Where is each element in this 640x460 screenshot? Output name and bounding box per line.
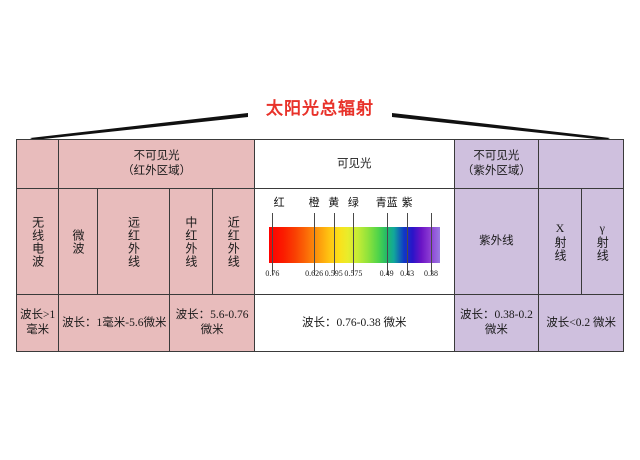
axis-tick-label-1: 0.626 <box>305 269 324 278</box>
color-label-2: 黄 <box>328 197 340 209</box>
spectrum-tick-4 <box>386 213 388 275</box>
band-label-ultraviolet: 紫外线 <box>479 235 514 247</box>
spectrum-tick-0 <box>272 213 274 275</box>
header-cell-infrared-group: 不可见光 （红外区域） <box>58 139 255 189</box>
table-row-group-header: 不可见光 （红外区域） 可见光 不可见光 （紫外区域） <box>15 139 624 189</box>
wavelength-ultraviolet: 波长：0.38-0.2 微米 <box>460 309 533 336</box>
band-label-far-infrared: 远红外线 <box>126 215 141 268</box>
wavelength-cell-visible: 波长：0.76-0.38 微米 <box>253 294 455 352</box>
visible-spectrum-panel: 红 橙黄绿 青蓝紫 0.76 0.626 0.595 0.575 0.49 0.43 0.38 <box>255 189 454 294</box>
color-label-4: 青蓝 <box>375 197 398 209</box>
axis-tick-label-6: 0.38 <box>424 269 439 278</box>
band-cell-radio: 无线电波 <box>15 188 60 295</box>
color-label-3: 绿 <box>347 197 359 209</box>
bracket-pointer-icon <box>30 113 610 140</box>
spectrum-tick-2 <box>333 213 335 275</box>
axis-tick-label-5: 0.43 <box>400 269 415 278</box>
ultraviolet-group-line2: （紫外区域） <box>461 165 531 177</box>
header-cell-ultraviolet-group: 不可见光 （紫外区域） <box>453 139 540 189</box>
spectrum-tick-6 <box>431 213 433 275</box>
infrared-group-line2: （红外区域） <box>122 165 192 177</box>
table-row-band-names: 无线电波 微波 远红外线 中红外线 近红外线 红橙黄绿青蓝紫 0.76 0.626 0… <box>15 188 625 295</box>
band-cell-x-ray: X射线 <box>538 188 582 295</box>
wavelength-radio: 波长>1毫米 <box>20 309 56 336</box>
color-label-0: 红 <box>273 197 285 209</box>
wavelength-microwave: 波长：1毫米-5.6微米 <box>62 316 167 329</box>
spectrum-table: 不可见光 （红外区域） 可见光 不可见光 （紫外区域） 无线电波 微波 远红外线 <box>15 139 625 352</box>
spectrum-tick-3 <box>353 213 355 275</box>
band-cell-mid-infrared: 中红外线 <box>169 188 213 295</box>
band-label-near-infrared: 近红外线 <box>226 215 241 268</box>
color-label-1: 橙 <box>308 197 320 209</box>
wavelength-cell-ultraviolet: 波长：0.38-0.2 微米 <box>453 294 540 352</box>
band-cell-far-infrared: 远红外线 <box>96 188 171 295</box>
band-cell-near-infrared: 近红外线 <box>211 188 255 295</box>
band-label-radio: 无线电波 <box>30 215 45 268</box>
title-area: 太阳光总辐射 <box>0 98 640 140</box>
band-label-x-ray: X射线 <box>552 221 567 262</box>
header-cell-blank-right <box>538 139 624 189</box>
wavelength-far-infrared: 波长：5.6-0.76微米 <box>175 309 249 336</box>
band-cell-ultraviolet: 紫外线 <box>453 188 540 295</box>
page-title: 太阳光总辐射 <box>266 99 374 118</box>
axis-tick-label-0: 0.76 <box>265 269 280 278</box>
spectrum-tick-5 <box>407 213 409 275</box>
band-label-gamma-ray: γ射线 <box>595 221 610 262</box>
infrared-group-line1: 不可见光 <box>133 150 180 162</box>
band-cell-microwave: 微波 <box>58 188 98 295</box>
wavelength-x-gamma: 波长<0.2 微米 <box>546 316 616 329</box>
band-cell-gamma-ray: γ射线 <box>580 188 625 295</box>
wavelength-cell-radio: 波长>1毫米 <box>15 294 60 352</box>
wavelength-cell-x-gamma: 波长<0.2 微米 <box>538 294 624 352</box>
ultraviolet-group-line1: 不可见光 <box>473 150 520 162</box>
wavelength-cell-far-infrared: 波长：5.6-0.76微米 <box>169 294 255 352</box>
spectrum-tick-1 <box>314 213 316 275</box>
axis-tick-label-3: 0.575 <box>344 269 363 278</box>
wavelength-cell-microwave: 波长：1毫米-5.6微米 <box>58 294 171 352</box>
band-label-mid-infrared: 中红外线 <box>183 215 198 268</box>
wavelength-visible: 波长：0.76-0.38 微米 <box>302 316 407 329</box>
axis-tick-label-2: 0.595 <box>324 269 343 278</box>
axis-tick-label-4: 0.49 <box>379 269 394 278</box>
header-cell-visible-group: 可见光 <box>253 139 455 189</box>
band-cell-visible-spectrum: 红 橙黄绿 青蓝紫 0.76 0.626 0.595 0.575 0.49 0.43 0.38 <box>253 188 455 295</box>
color-label-5: 紫 <box>401 197 413 209</box>
band-label-microwave: 微波 <box>71 228 85 255</box>
visible-group-label: 可见光 <box>337 157 372 170</box>
table-row-wavelengths: 波长>1毫米 波长：1毫米-5.6微米 波长：5.6-0.76微米 波长：0.7… <box>15 294 624 352</box>
header-cell-blank-left <box>15 139 60 189</box>
